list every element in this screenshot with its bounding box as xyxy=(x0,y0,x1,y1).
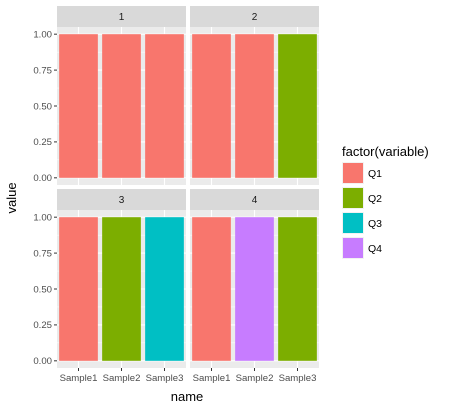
legend-item-Q4: Q4 xyxy=(342,237,382,259)
bar-Sample1-Q1 xyxy=(192,217,231,361)
x-tick-label: Sample2 xyxy=(236,373,274,384)
y-axis-title: value xyxy=(4,182,19,213)
bar-Sample2-Q1 xyxy=(102,34,141,178)
y-tick-label: 0.25 xyxy=(33,137,52,148)
bar-Sample3-Q2 xyxy=(278,34,317,178)
legend-label: Q1 xyxy=(368,168,382,180)
x-tick-label: Sample2 xyxy=(103,373,141,384)
x-tick-label: Sample3 xyxy=(279,373,317,384)
y-tick-label: 1.00 xyxy=(33,29,52,40)
y-tick-label: 0.25 xyxy=(33,320,52,331)
facet-strip-label: 4 xyxy=(252,195,258,206)
legend-item-Q1: Q1 xyxy=(342,162,382,184)
facets-layer: 10.000.250.500.751.00230.000.250.500.751… xyxy=(33,6,319,384)
bar-Sample1-Q1 xyxy=(59,217,98,361)
y-tick-label: 0.75 xyxy=(33,65,52,76)
legend-item-Q2: Q2 xyxy=(342,187,382,209)
legend-label: Q3 xyxy=(368,218,382,230)
y-tick-label: 1.00 xyxy=(33,212,52,223)
facet-panel-4: 4 Sample1 Sample2 Sample3 xyxy=(190,189,319,384)
facet-strip xyxy=(190,6,319,27)
facet-panel-3: 3 0.00 0.25 0.50 0.75 1.00 Sample1 Sample2 Sampl… xyxy=(33,189,186,384)
facet-strip-label: 3 xyxy=(119,195,125,206)
facet-strip xyxy=(190,189,319,210)
x-axis-title: name xyxy=(171,389,204,404)
x-tick-label: Sample3 xyxy=(146,373,184,384)
facet-strip xyxy=(57,189,186,210)
legend-key-swatch xyxy=(343,188,363,208)
legend-key-swatch xyxy=(343,238,363,258)
facet-strip-label: 2 xyxy=(252,12,258,23)
bar-Sample2-Q1 xyxy=(235,34,274,178)
legend-title: factor(variable) xyxy=(342,144,429,159)
y-tick-label: 0.00 xyxy=(33,173,52,184)
legend-label: Q4 xyxy=(368,243,382,255)
y-tick-label: 0.00 xyxy=(33,356,52,367)
legend-item-Q3: Q3 xyxy=(342,212,382,234)
bar-Sample2-Q2 xyxy=(102,217,141,361)
bar-Sample1-Q1 xyxy=(192,34,231,178)
x-tick-label: Sample1 xyxy=(60,373,98,384)
legend: Q1 Q2 Q3 Q4 xyxy=(342,162,382,259)
y-tick-label: 0.75 xyxy=(33,248,52,259)
legend-label: Q2 xyxy=(368,193,382,205)
bar-Sample3-Q1 xyxy=(145,34,184,178)
facet-strip xyxy=(57,6,186,27)
bar-Sample2-Q4 xyxy=(235,217,274,361)
bar-Sample3-Q2 xyxy=(278,217,317,361)
bar-Sample3-Q3 xyxy=(145,217,184,361)
y-tick-label: 0.50 xyxy=(33,284,52,295)
facet-panel-1: 1 0.00 0.25 0.50 0.75 1.00 xyxy=(33,6,186,185)
legend-key-swatch xyxy=(343,213,363,233)
facet-strip-label: 1 xyxy=(119,12,125,23)
legend-key-swatch xyxy=(343,163,363,183)
bar-Sample1-Q1 xyxy=(59,34,98,178)
x-tick-label: Sample1 xyxy=(193,373,231,384)
facet-panel-2: 2 xyxy=(190,6,319,185)
y-tick-label: 0.50 xyxy=(33,101,52,112)
